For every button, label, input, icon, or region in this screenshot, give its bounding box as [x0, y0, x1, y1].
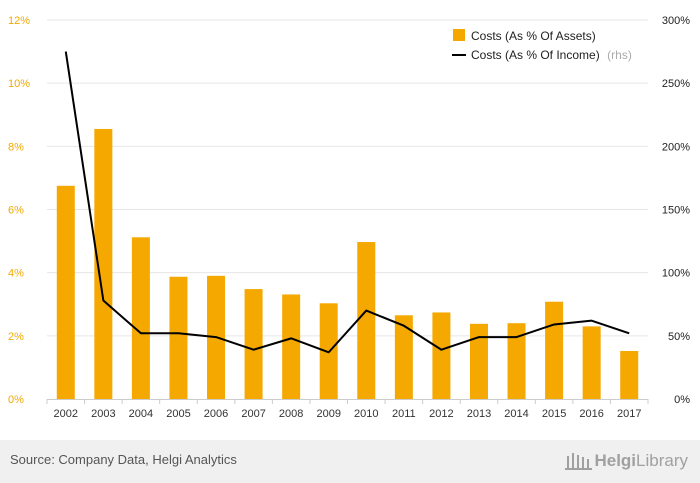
x-tick-label: 2013 — [467, 408, 491, 420]
x-axis: 2002 2003 2004 2005 2006 2007 2008 2009 2010 2011… — [46, 399, 649, 420]
y-right-tick-label: 200% — [662, 141, 690, 153]
source-text: Source: Company Data, Helgi Analytics — [10, 452, 237, 467]
bar — [582, 326, 601, 399]
bar — [244, 289, 263, 399]
y-right-tick-label: 50% — [668, 331, 690, 343]
bar — [507, 323, 526, 399]
y-right-tick-label: 0% — [674, 394, 690, 406]
x-tick-label: 2016 — [579, 408, 603, 420]
x-tick-label: 2003 — [91, 408, 115, 420]
x-tick-label: 2002 — [54, 408, 78, 420]
footer: Source: Company Data, Helgi Analytics He… — [0, 440, 700, 483]
bar — [432, 312, 451, 399]
y-axis-left: 0% 2% 4% 6% 8% 10% 12% — [8, 15, 30, 406]
x-tick-label: 2011 — [392, 408, 416, 420]
x-tick-label: 2007 — [241, 408, 265, 420]
logo-text-rest: Library — [636, 451, 688, 470]
helgi-library-logo: HelgiLibrary — [564, 448, 688, 474]
bar — [131, 237, 150, 399]
bar — [357, 242, 376, 399]
y-left-tick-label: 12% — [8, 15, 30, 27]
y-left-tick-label: 10% — [8, 78, 30, 90]
bar — [394, 315, 413, 399]
x-tick-label: 2006 — [204, 408, 228, 420]
library-icon — [565, 453, 593, 470]
x-tick-label: 2014 — [504, 408, 528, 420]
y-left-tick-label: 0% — [8, 394, 24, 406]
x-tick-label: 2017 — [617, 408, 641, 420]
y-left-tick-label: 2% — [8, 331, 24, 343]
legend-label-line-suffix: (rhs) — [607, 48, 632, 62]
y-axis-right: 0% 50% 100% 150% 200% 250% 300% — [662, 15, 690, 406]
bar — [469, 323, 488, 399]
y-right-tick-label: 100% — [662, 268, 690, 280]
x-tick-label: 2015 — [542, 408, 566, 420]
y-left-tick-label: 4% — [8, 268, 24, 280]
x-tick-label: 2010 — [354, 408, 378, 420]
bar — [620, 350, 639, 399]
line-series — [64, 51, 630, 354]
line-path — [64, 51, 630, 354]
bar — [282, 294, 301, 399]
x-tick-label: 2008 — [279, 408, 303, 420]
x-tick-label: 2004 — [129, 408, 153, 420]
x-tick-label: 2005 — [166, 408, 190, 420]
legend: Costs (As % Of Assets) Costs (As % Of In… — [452, 29, 632, 63]
legend-label-line-name: Costs (As % Of Income) — [471, 48, 600, 62]
x-tick-label: 2009 — [316, 408, 340, 420]
legend-swatch-bar — [453, 29, 465, 41]
combo-chart: 2002 2003 2004 2005 2006 2007 2008 2009 2010 2011… — [8, 15, 690, 420]
x-tick-label: 2012 — [429, 408, 453, 420]
y-right-tick-label: 150% — [662, 205, 690, 217]
bar — [56, 185, 75, 399]
bar-series — [56, 128, 639, 399]
legend-label-line: Costs (As % Of Income) (rhs) — [471, 46, 632, 63]
logo-text-bold: Helgi — [594, 451, 637, 470]
y-right-tick-label: 250% — [662, 78, 690, 90]
y-left-tick-label: 6% — [8, 205, 24, 217]
bar — [169, 276, 188, 399]
y-left-tick-label: 8% — [8, 141, 24, 153]
logo-text: HelgiLibrary — [594, 451, 688, 471]
y-right-tick-label: 300% — [662, 15, 690, 27]
bar — [94, 128, 113, 399]
bar — [545, 301, 564, 399]
legend-label-bar: Costs (As % Of Assets) — [471, 29, 596, 43]
